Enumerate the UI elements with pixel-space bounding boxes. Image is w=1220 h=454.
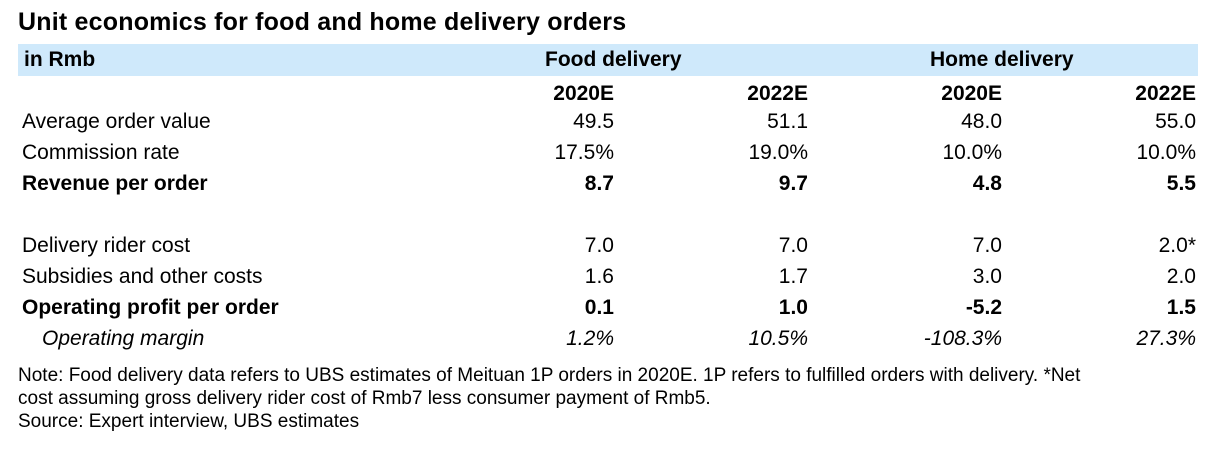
row-label: Average order value <box>22 110 211 133</box>
year-header-food-2022: 2022E <box>747 82 808 105</box>
table-cell: 8.7 <box>584 172 614 195</box>
group-header-food: Food delivery <box>545 48 682 71</box>
table-row: Average order value 49.5 51.1 48.0 55.0 <box>0 110 1220 140</box>
table-cell: 7.0 <box>778 234 808 257</box>
table-cell: 1.2% <box>566 327 614 350</box>
footnotes: Note: Food delivery data refers to UBS e… <box>18 364 1208 433</box>
table-title: Unit economics for food and home deliver… <box>18 8 627 36</box>
table-cell: 10.0% <box>942 141 1002 164</box>
table-cell: 0.1 <box>584 296 614 319</box>
table-row: Subsidies and other costs 1.6 1.7 3.0 2.… <box>0 265 1220 295</box>
table-row: Operating margin 1.2% 10.5% -108.3% 27.3… <box>0 327 1220 357</box>
table-cell: 7.0 <box>584 234 614 257</box>
table-cell: 10.0% <box>1136 141 1196 164</box>
table-cell: 2.0* <box>1158 234 1196 257</box>
table-cell: 1.5 <box>1166 296 1196 319</box>
table-cell: 55.0 <box>1155 110 1196 133</box>
row-label: Operating margin <box>42 327 205 350</box>
table-row: Commission rate 17.5% 19.0% 10.0% 10.0% <box>0 141 1220 171</box>
group-header-home: Home delivery <box>930 48 1074 71</box>
table-cell: 4.8 <box>972 172 1002 195</box>
table-cell: 1.0 <box>778 296 808 319</box>
row-label: Commission rate <box>22 141 180 164</box>
table-cell: 5.5 <box>1166 172 1196 195</box>
table-cell: -5.2 <box>965 296 1002 319</box>
table-cell: 9.7 <box>778 172 808 195</box>
table-cell: 17.5% <box>554 141 614 164</box>
table-cell: 48.0 <box>961 110 1002 133</box>
row-label: Subsidies and other costs <box>22 265 263 288</box>
note-line: cost assuming gross delivery rider cost … <box>18 388 711 409</box>
year-header-food-2020: 2020E <box>553 82 614 105</box>
year-header-home-2020: 2020E <box>941 82 1002 105</box>
header-band: in Rmb Food delivery Home delivery <box>18 44 1198 76</box>
table-cell: 3.0 <box>972 265 1002 288</box>
table-cell: 1.7 <box>778 265 808 288</box>
table-cell: 19.0% <box>748 141 808 164</box>
row-label: Delivery rider cost <box>22 234 191 257</box>
row-label: Operating profit per order <box>22 296 279 319</box>
table-cell: 27.3% <box>1136 327 1196 350</box>
note-line: Note: Food delivery data refers to UBS e… <box>18 365 1081 386</box>
year-header-home-2022: 2022E <box>1135 82 1196 105</box>
table-cell: 10.5% <box>748 327 808 350</box>
table-cell: 1.6 <box>584 265 614 288</box>
row-label: Revenue per order <box>22 172 208 195</box>
unit-label: in Rmb <box>24 48 96 71</box>
table-row: Operating profit per order 0.1 1.0 -5.2 … <box>0 296 1220 326</box>
source-line: Source: Expert interview, UBS estimates <box>18 411 360 432</box>
table-cell: -108.3% <box>923 327 1002 350</box>
table-cell: 49.5 <box>573 110 614 133</box>
table-cell: 2.0 <box>1166 265 1196 288</box>
table-cell: 7.0 <box>972 234 1002 257</box>
table-row: Delivery rider cost 7.0 7.0 7.0 2.0* <box>0 234 1220 264</box>
table-cell: 51.1 <box>767 110 808 133</box>
table-row: Revenue per order 8.7 9.7 4.8 5.5 <box>0 172 1220 202</box>
